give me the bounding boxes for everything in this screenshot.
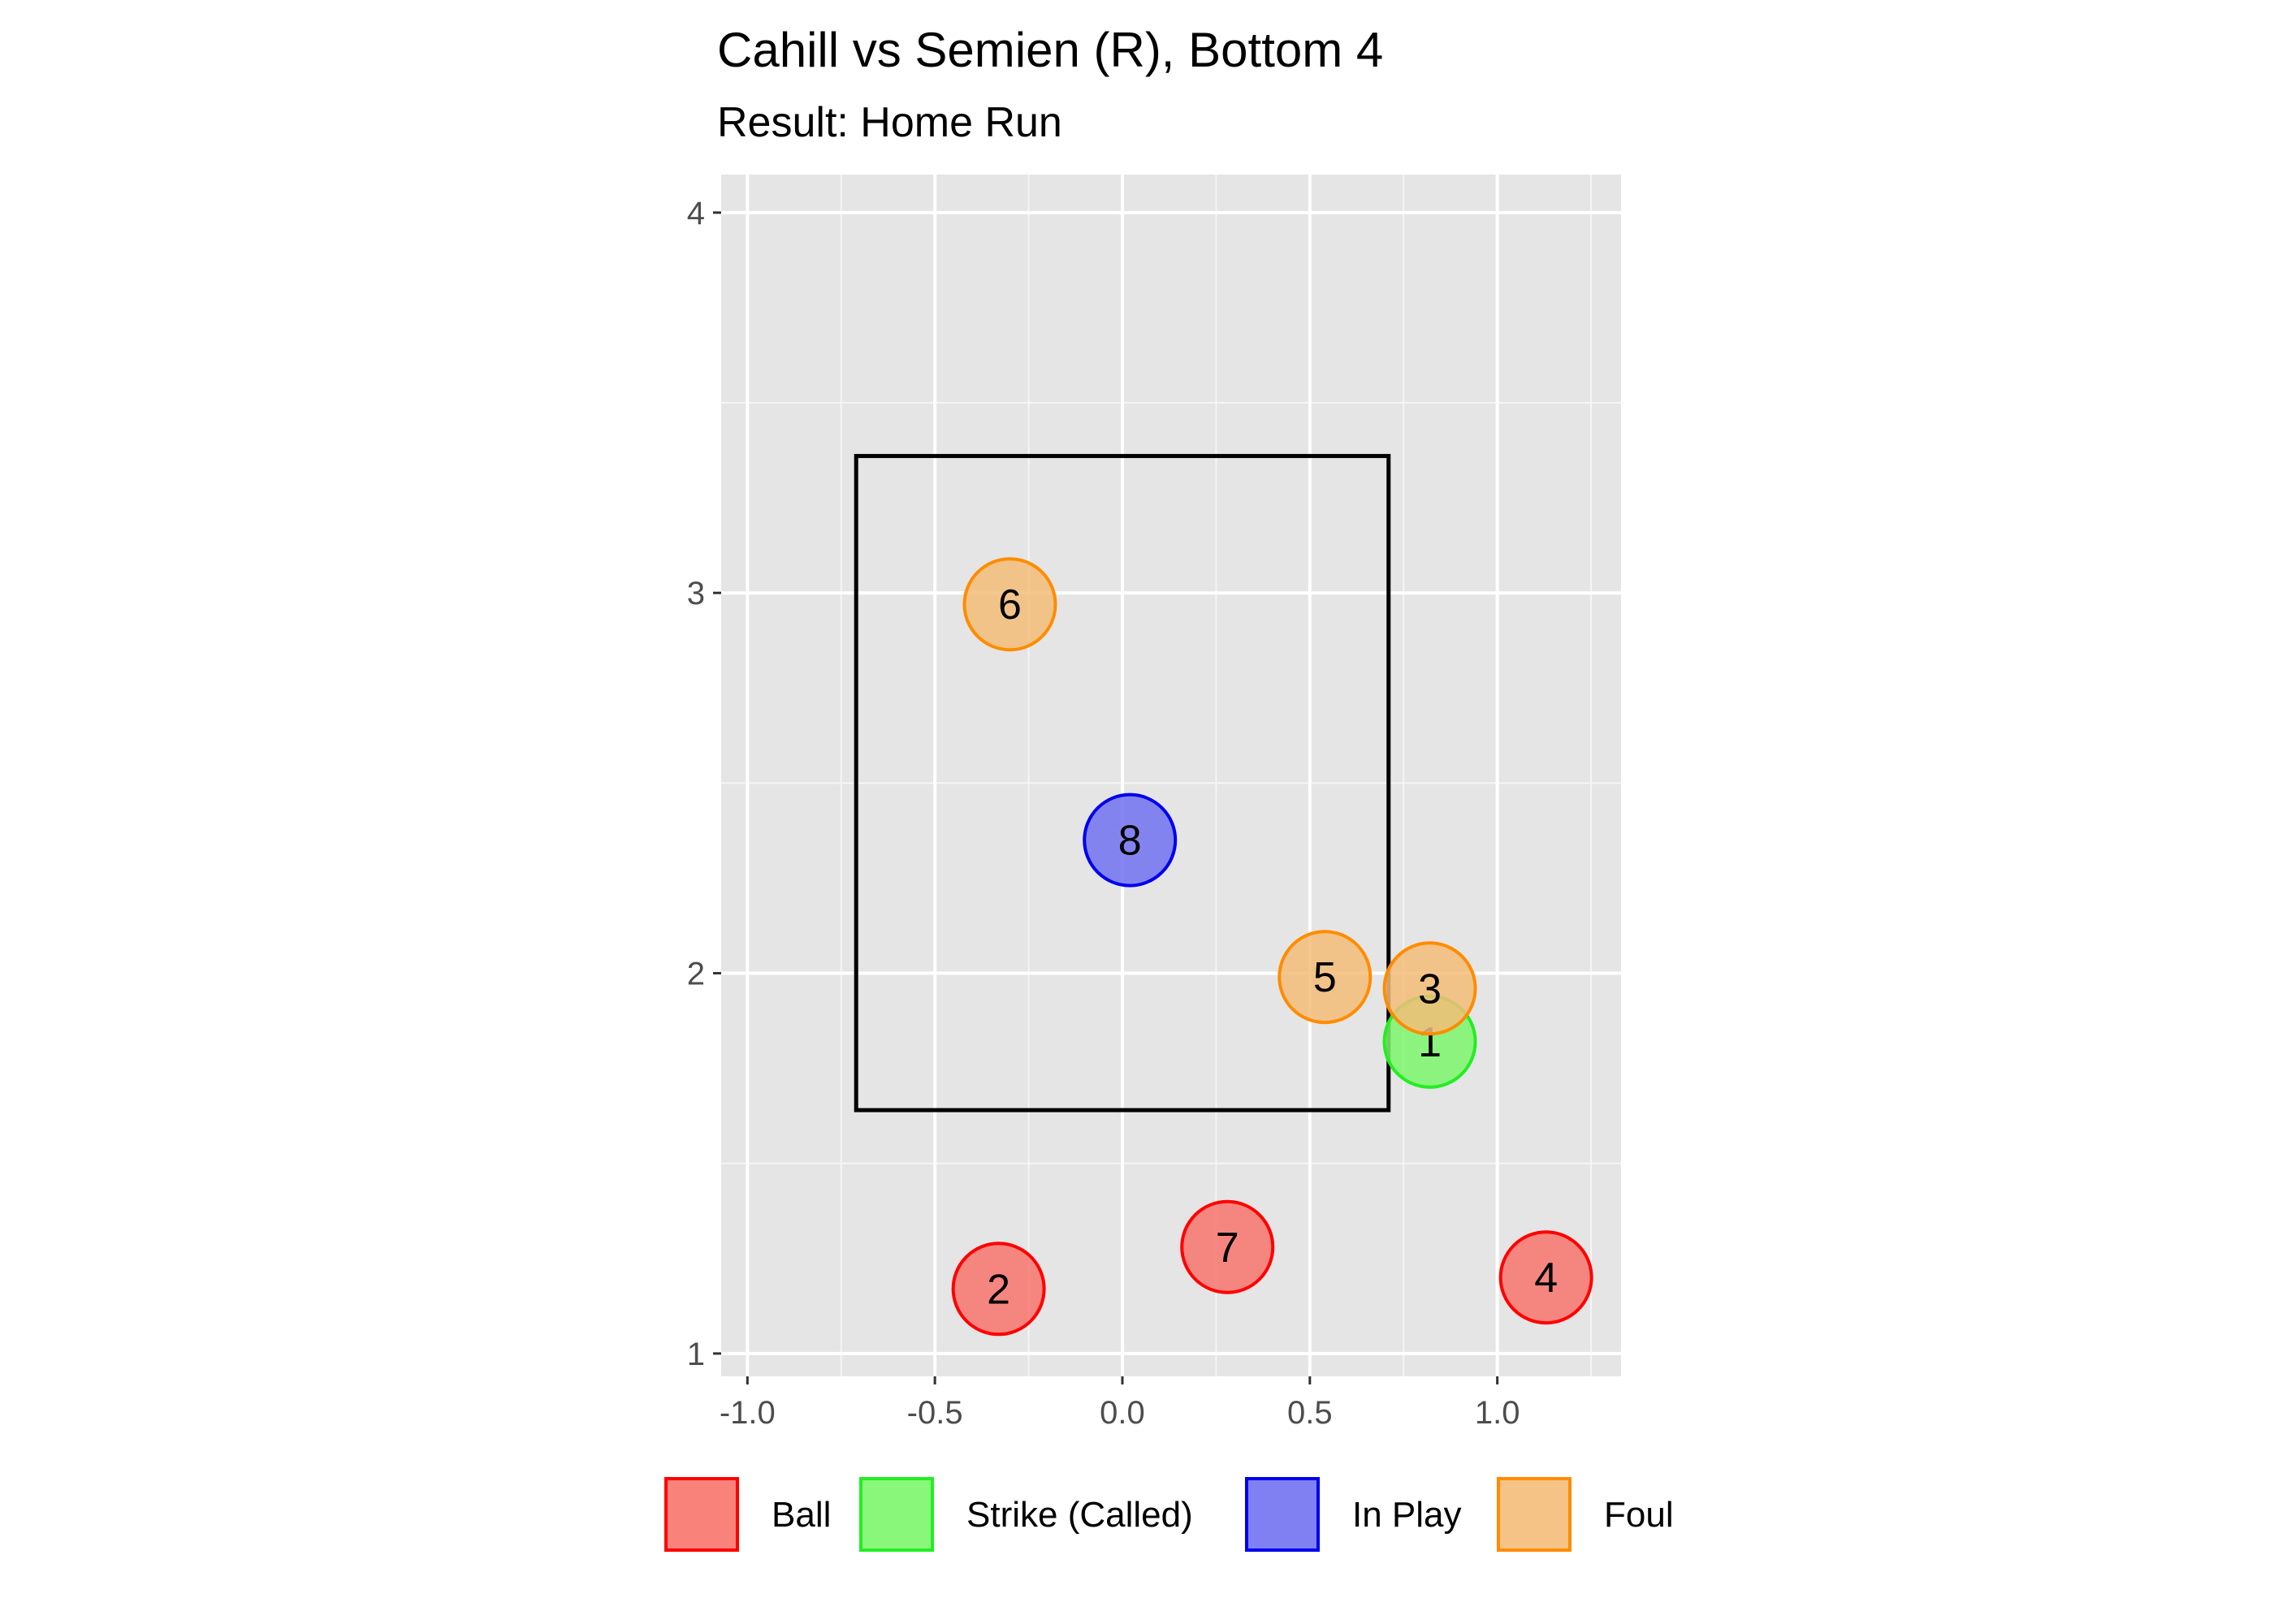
pitch-point-7: 7 [1180, 1199, 1275, 1294]
pitch-point-8: 8 [1083, 793, 1178, 888]
legend-item-strike-called: Strike (Called) [859, 1477, 1193, 1552]
chart-subtitle: Result: Home Run [717, 99, 1062, 146]
pitch-marker [1083, 793, 1178, 888]
strike-zone [854, 454, 1391, 1112]
pitch-number-label: 5 [1313, 954, 1337, 1001]
pitch-marker [1498, 1230, 1593, 1325]
legend-item-foul: Foul [1497, 1477, 1674, 1552]
y-tick-label: 1 [687, 1337, 705, 1372]
plot-panel [721, 175, 1621, 1376]
legend-label: Ball [772, 1495, 831, 1535]
pitch-number-label: 6 [998, 581, 1022, 628]
pitch-point-4: 4 [1498, 1230, 1593, 1325]
x-tick-label: -0.5 [907, 1395, 963, 1431]
x-tick-label: 0.5 [1287, 1395, 1333, 1431]
pitch-number-label: 2 [987, 1266, 1010, 1313]
x-tick-label: 1.0 [1475, 1395, 1520, 1431]
y-tick-label: 4 [687, 196, 705, 231]
legend-key [664, 1477, 739, 1552]
legend-label: Strike (Called) [966, 1495, 1193, 1535]
pitch-number-label: 8 [1118, 818, 1142, 865]
x-tick-label: -1.0 [720, 1395, 776, 1431]
pitch-number-label: 7 [1216, 1224, 1239, 1272]
pitch-number-label: 3 [1418, 965, 1442, 1013]
legend-item-in-play: In Play [1245, 1477, 1462, 1552]
legend-label: Foul [1604, 1495, 1674, 1535]
legend-key [859, 1477, 934, 1552]
pitch-point-5: 5 [1278, 930, 1373, 1025]
x-tick-label: 0.0 [1100, 1395, 1145, 1431]
legend-item-ball: Ball [664, 1477, 831, 1552]
chart-title: Cahill vs Semien (R), Bottom 4 [717, 23, 1383, 77]
pitch-marker [1180, 1199, 1275, 1294]
pitch-marker [1382, 941, 1477, 1036]
legend-label: In Play [1352, 1495, 1462, 1535]
pitch-marker [962, 557, 1057, 652]
legend-key [1497, 1477, 1571, 1552]
y-tick-label: 3 [687, 576, 705, 611]
pitch-point-3: 3 [1382, 941, 1477, 1036]
legend-key [1245, 1477, 1320, 1552]
pitch-marker [1278, 930, 1373, 1025]
legend: Ball Strike (Called) In Play Foul [664, 1477, 1674, 1552]
pitch-marker [951, 1242, 1046, 1337]
pitch-number-label: 4 [1534, 1255, 1558, 1302]
pitch-point-2: 2 [951, 1242, 1046, 1337]
y-tick-label: 2 [687, 957, 705, 992]
pitch-point-6: 6 [962, 557, 1057, 652]
